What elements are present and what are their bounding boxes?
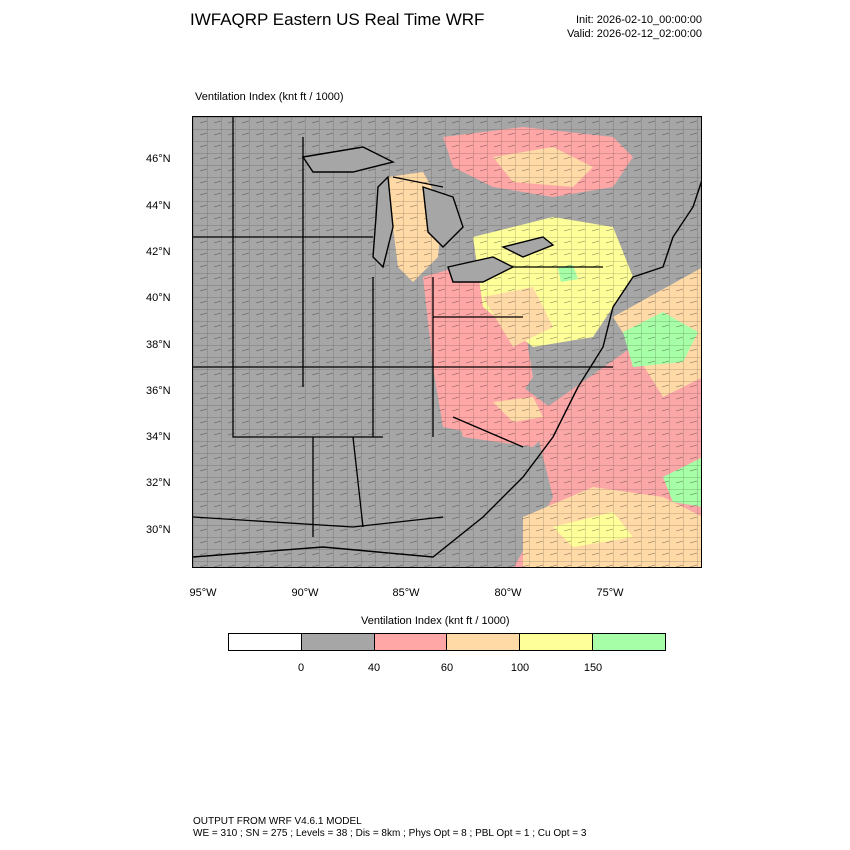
- colorbar-segment: [374, 634, 448, 650]
- lat-tick: 30°N: [146, 524, 171, 536]
- lat-tick: 44°N: [146, 200, 171, 212]
- colorbar-segment: [593, 634, 665, 650]
- lat-tick: 36°N: [146, 385, 171, 397]
- model-info-line1: OUTPUT FROM WRF V4.6.1 MODEL: [193, 816, 362, 827]
- colorbar-label: 0: [297, 662, 305, 674]
- lon-tick: 85°W: [392, 587, 420, 599]
- map-panel: [192, 116, 702, 568]
- colorbar: [228, 633, 666, 651]
- great-lakes: [301, 146, 555, 283]
- lat-tick: 42°N: [146, 246, 171, 258]
- colorbar-title: Ventilation Index (knt ft / 1000): [361, 615, 510, 627]
- lon-tick: 80°W: [494, 587, 522, 599]
- colorbar-segment: [301, 634, 375, 650]
- field-title: Ventilation Index (knt ft / 1000): [195, 91, 344, 103]
- lon-tick: 90°W: [291, 587, 319, 599]
- main-title: IWFAQRP Eastern US Real Time WRF: [190, 10, 485, 29]
- map-svg: [193, 117, 701, 567]
- lat-tick: 34°N: [146, 431, 171, 443]
- coastline: [193, 180, 701, 558]
- colorbar-segment: [229, 634, 302, 650]
- colorbar-label: 150: [583, 662, 603, 674]
- colorbar-label: 60: [440, 662, 454, 674]
- colorbar-segment: [447, 634, 521, 650]
- county-lines: [193, 117, 701, 567]
- lon-tick: 75°W: [596, 587, 624, 599]
- valid-time-label: Valid: 2026-02-12_02:00:00: [567, 28, 702, 40]
- model-info-line2: WE = 310 ; SN = 275 ; Levels = 38 ; Dis …: [193, 828, 587, 839]
- colorbar-segment: [520, 634, 594, 650]
- colorbar-label: 40: [367, 662, 381, 674]
- lat-tick: 46°N: [146, 153, 171, 165]
- colorbar-label: 100: [510, 662, 530, 674]
- init-time-label: Init: 2026-02-10_00:00:00: [576, 14, 702, 26]
- lat-tick: 40°N: [146, 292, 171, 304]
- lon-tick: 95°W: [189, 587, 217, 599]
- lat-tick: 38°N: [146, 339, 171, 351]
- state-borders: [193, 117, 613, 537]
- lat-tick: 32°N: [146, 477, 171, 489]
